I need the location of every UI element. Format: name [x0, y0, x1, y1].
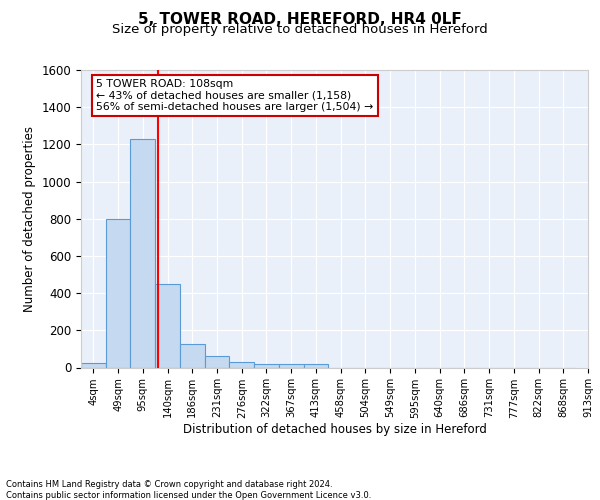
Text: 5, TOWER ROAD, HEREFORD, HR4 0LF: 5, TOWER ROAD, HEREFORD, HR4 0LF — [138, 12, 462, 28]
Bar — [254, 364, 279, 368]
Bar — [155, 284, 180, 368]
Bar — [279, 364, 304, 368]
Y-axis label: Number of detached properties: Number of detached properties — [23, 126, 36, 312]
Bar — [304, 364, 328, 368]
Bar — [229, 362, 254, 368]
Bar — [180, 344, 205, 368]
Bar — [106, 219, 130, 368]
Bar — [130, 139, 155, 368]
Text: Size of property relative to detached houses in Hereford: Size of property relative to detached ho… — [112, 24, 488, 36]
Text: 5 TOWER ROAD: 108sqm
← 43% of detached houses are smaller (1,158)
56% of semi-de: 5 TOWER ROAD: 108sqm ← 43% of detached h… — [96, 79, 373, 112]
X-axis label: Distribution of detached houses by size in Hereford: Distribution of detached houses by size … — [182, 423, 487, 436]
Bar — [205, 356, 229, 368]
Text: Contains HM Land Registry data © Crown copyright and database right 2024.
Contai: Contains HM Land Registry data © Crown c… — [6, 480, 371, 500]
Bar — [81, 363, 106, 368]
